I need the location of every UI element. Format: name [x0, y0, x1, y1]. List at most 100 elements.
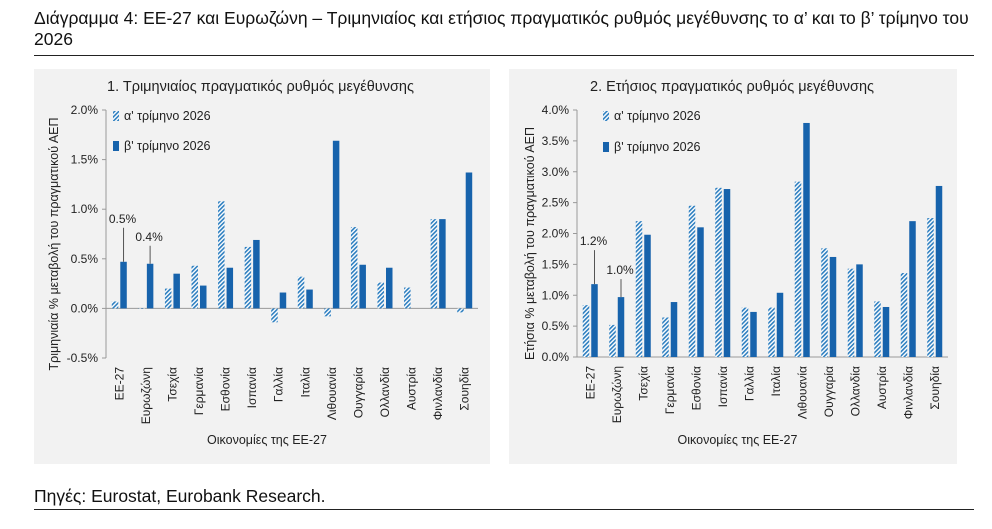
x-category-label: Ολλανδία [378, 367, 392, 417]
x-axis-label: Οικονομίες της ΕΕ-27 [678, 433, 798, 447]
y-tick-label: 1.0% [542, 288, 570, 302]
bar-q1 [715, 187, 722, 357]
bar-q2 [803, 122, 810, 357]
data-label: 1.0% [606, 263, 634, 277]
bar-q1 [457, 308, 464, 313]
bar-q2 [386, 267, 393, 309]
x-category-label: Αυστρία [405, 367, 419, 410]
bar-q1 [111, 301, 119, 309]
bar-q1 [635, 221, 643, 357]
x-category-label: ΕΕ-27 [112, 367, 126, 401]
bar-q1 [900, 273, 908, 357]
legend-label: α' τρίμηνο 2026 [614, 109, 701, 123]
bar-q2 [253, 239, 260, 309]
bar-q1 [662, 317, 669, 357]
bar-q1 [350, 227, 358, 309]
bar-q1 [847, 268, 855, 357]
bar-q2 [935, 185, 943, 357]
bar-q2 [829, 256, 837, 357]
y-tick-label: 3.5% [542, 134, 570, 148]
legend-swatch [603, 111, 609, 121]
x-category-label: Σουηδία [458, 367, 472, 411]
bar-q1 [164, 288, 172, 309]
x-category-label: Ιταλία [769, 366, 783, 397]
x-category-label: Γαλλία [742, 366, 756, 401]
y-tick-label: 0.0% [542, 350, 570, 364]
x-category-label: Ευρωζώνη [139, 367, 153, 424]
footer-divider [34, 509, 974, 510]
bar-q1 [218, 201, 225, 309]
bar-q1 [609, 324, 616, 357]
y-tick-label: 1.5% [71, 153, 99, 167]
chart-title: 2. Ετήσιος πραγματικός ρυθμός μεγέθυνσης [590, 79, 874, 95]
title-divider [34, 55, 974, 56]
y-tick-label: 2.0% [71, 103, 99, 117]
legend-swatch [113, 111, 119, 121]
y-tick-label: 4.0% [542, 103, 570, 117]
bar-q2 [750, 311, 757, 357]
bar-q2 [776, 292, 784, 357]
bar-q2 [226, 267, 234, 309]
y-tick-label: 2.5% [542, 196, 570, 210]
legend-label: α' τρίμηνο 2026 [124, 109, 211, 123]
x-category-label: Τσεχία [636, 366, 650, 401]
y-tick-label: 1.0% [71, 202, 99, 216]
bar-q2 [670, 302, 678, 357]
bar-q1 [927, 218, 934, 357]
x-category-label: Γερμανία [663, 366, 677, 414]
bar-q1 [768, 307, 775, 357]
x-category-label: ΕΕ-27 [583, 366, 597, 400]
bar-q1 [244, 246, 252, 309]
bar-q2 [332, 140, 340, 309]
x-category-label: Εσθονία [689, 366, 703, 410]
bar-q1 [821, 248, 828, 357]
bar-q2 [723, 189, 731, 357]
legend-swatch [603, 142, 609, 152]
x-category-label: Εσθονία [219, 367, 233, 411]
chart-1: 1. Τριμηνιαίος πραγματικός ρυθμός μεγέθυ… [47, 79, 478, 447]
x-category-label: Ουγγαρία [351, 367, 365, 418]
x-category-label: Γερμανία [192, 367, 206, 415]
legend-label: β' τρίμηνο 2026 [614, 140, 701, 154]
data-label: 0.4% [135, 230, 163, 244]
x-category-label: Λιθουανία [325, 367, 339, 420]
bar-q2 [617, 297, 625, 357]
chart-panel-quarterly [34, 69, 490, 464]
bar-q1 [297, 276, 305, 309]
data-label: 1.2% [580, 234, 608, 248]
bar-q2 [146, 263, 154, 309]
bar-q1 [138, 308, 145, 309]
bar-q1 [741, 307, 749, 357]
bar-q2 [882, 306, 890, 357]
bar-q1 [324, 308, 331, 317]
bar-q2 [439, 219, 446, 309]
x-category-label: Γαλλία [272, 367, 286, 402]
bar-q2 [697, 227, 704, 357]
bar-q1 [582, 305, 590, 357]
bar-q2 [856, 264, 863, 357]
y-tick-label: 1.5% [542, 257, 570, 271]
x-category-label: Αυστρία [875, 366, 889, 409]
x-category-label: Τσεχία [165, 367, 179, 402]
bar-q2 [200, 285, 207, 309]
bar-q2 [465, 172, 473, 309]
y-tick-label: 2.0% [542, 227, 570, 241]
bar-q1 [191, 265, 198, 309]
legend-label: β' τρίμηνο 2026 [124, 139, 211, 153]
x-category-label: Ουγγαρία [822, 366, 836, 417]
bar-q2 [644, 234, 651, 357]
y-tick-label: 3.0% [542, 165, 570, 179]
x-category-label: Ισπανία [245, 367, 259, 408]
x-category-label: Φινλανδία [431, 367, 445, 420]
bar-q2 [591, 284, 598, 357]
data-label: 0.5% [109, 212, 137, 226]
bar-q1 [794, 181, 802, 357]
x-category-label: Φινλανδία [901, 366, 915, 419]
bar-q2 [173, 273, 180, 309]
bar-q2 [306, 289, 313, 309]
page-title: Διάγραμμα 4: ΕΕ-27 και Ευρωζώνη – Τριμην… [34, 8, 969, 49]
bar-q2 [120, 261, 127, 309]
bar-q1 [688, 205, 696, 357]
x-category-label: Ολλανδία [848, 366, 862, 416]
